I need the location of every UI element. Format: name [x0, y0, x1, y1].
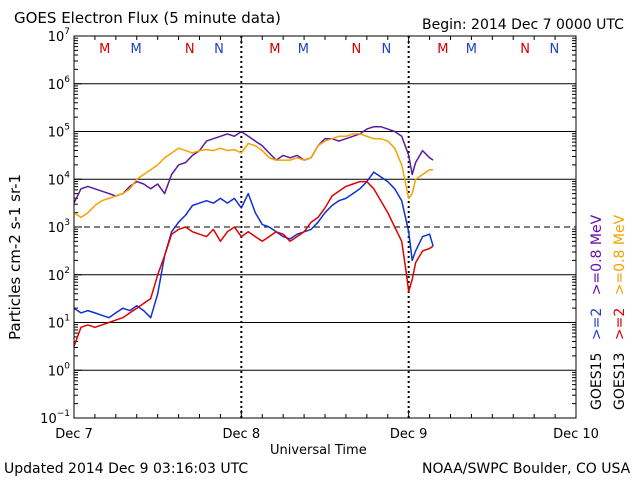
marker-label: M [130, 42, 141, 57]
marker-label: M [298, 42, 309, 57]
series-line-3 [73, 180, 434, 347]
legend-goes13-sat: GOES13 [612, 352, 628, 410]
marker-label: M [466, 42, 477, 57]
marker-label: N [381, 42, 391, 57]
legend-goes13: GOES13 >=2 >=0.8 MeV [612, 215, 628, 410]
y-tick-label: 10−1 [40, 409, 70, 427]
legend-goes15-sat: GOES15 [589, 352, 605, 410]
marker-label: N [214, 42, 224, 57]
chart-title: GOES Electron Flux (5 minute data) [14, 9, 281, 27]
x-tick-label: Dec 8 [223, 427, 261, 442]
series-line-0 [73, 125, 434, 204]
series-line-2 [73, 171, 434, 319]
legend-goes15-2mev: >=2 [589, 307, 605, 341]
y-tick-label: 105 [48, 123, 70, 141]
marker-label: M [99, 42, 110, 57]
legend-goes13-2mev: >=2 [612, 307, 628, 341]
legend-goes13-08mev: >=0.8 MeV [612, 214, 628, 296]
marker-label: N [550, 42, 560, 57]
updated-timestamp: Updated 2014 Dec 9 03:16:03 UTC [4, 461, 249, 477]
y-axis-label-text: Particles cm-2 s-1 sr-1 [6, 173, 24, 340]
y-tick-label: 103 [48, 218, 70, 236]
plot-frame [73, 35, 577, 419]
marker-label: N [352, 42, 362, 57]
x-tick-label: Dec 7 [55, 427, 93, 442]
marker-label: M [269, 42, 280, 57]
marker-label: N [520, 42, 530, 57]
series-line-1 [73, 133, 434, 219]
marker-label: M [437, 42, 448, 57]
y-tick-label: 106 [48, 75, 71, 93]
y-axis-label: Particles cm-2 s-1 sr-1 [6, 174, 24, 340]
marker-label: N [185, 42, 195, 57]
y-tick-label: 102 [48, 266, 70, 284]
y-tick-label: 107 [48, 27, 70, 45]
y-tick-label: 100 [48, 361, 71, 379]
x-tick-label: Dec 10 [553, 427, 599, 442]
data-source: NOAA/SWPC Boulder, CO USA [422, 461, 631, 477]
y-tick-label: 101 [48, 314, 70, 332]
legend-goes15: GOES15 >=2 >=0.8 MeV [589, 215, 605, 410]
begin-time: Begin: 2014 Dec 7 0000 UTC [422, 17, 624, 33]
x-axis-label: Universal Time [270, 443, 367, 458]
x-tick-label: Dec 9 [390, 427, 428, 442]
y-tick-label: 104 [48, 170, 71, 188]
legend-goes15-08mev: >=0.8 MeV [589, 214, 605, 296]
